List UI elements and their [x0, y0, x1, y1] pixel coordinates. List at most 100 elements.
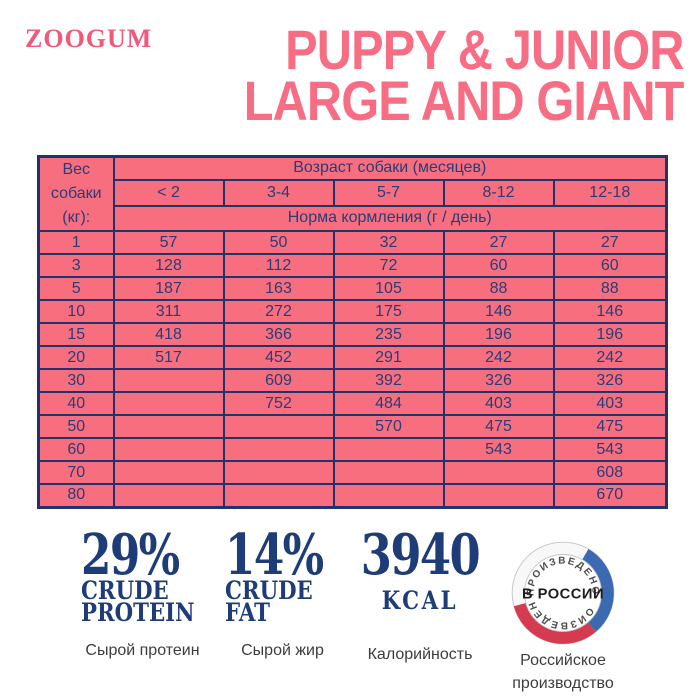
value-cell [442, 460, 555, 485]
product-title-line2: LARGE AND GIANT [244, 69, 685, 132]
weight-cell: 5 [37, 276, 115, 301]
table-row: 50 570 475 475 [37, 414, 668, 439]
age-col-header: < 2 [112, 178, 225, 207]
value-cell: 326 [552, 368, 668, 393]
fat-caption-line1: CRUDE [224, 576, 313, 605]
badge-center-text: В РОССИИ [522, 587, 604, 603]
weight-cell: 3 [37, 253, 115, 278]
value-cell: 146 [552, 299, 668, 324]
made-in-russia-badge-icon: ПРОИЗВЕДЕНО ПРОИЗВЕДЕНО В РОССИИ [506, 536, 615, 645]
value-cell: 609 [222, 368, 335, 393]
weight-cell: 60 [37, 437, 115, 462]
origin-label-line2: производство [512, 675, 614, 692]
value-cell: 291 [332, 345, 445, 370]
badge-red-arc [513, 602, 596, 644]
value-cell: 27 [552, 230, 668, 255]
value-cell: 517 [112, 345, 225, 370]
table-header-row-age-columns: < 2 3-4 5-7 8-12 12-18 [39, 178, 668, 207]
table-header-row-age-title: Вес собаки (кг): Возраст собаки (месяцев… [37, 155, 668, 232]
norm-header-cell: Норма кормления (г / день) [112, 204, 668, 233]
value-cell: 272 [222, 299, 335, 324]
weight-cell: 40 [37, 391, 115, 416]
fat-caption-line2: FAT [224, 598, 270, 627]
value-cell: 72 [332, 253, 445, 278]
age-col-header: 3-4 [222, 178, 335, 207]
value-cell [112, 483, 225, 508]
value-cell: 105 [332, 276, 445, 301]
product-title-line1: PUPPY & JUNIOR [285, 18, 685, 81]
table-row: 30 609 392 326 326 [37, 368, 668, 393]
value-cell: 175 [332, 299, 445, 324]
weight-cell: 1 [37, 230, 115, 255]
value-cell: 570 [332, 414, 445, 439]
value-cell: 311 [112, 299, 225, 324]
value-cell: 32 [332, 230, 445, 255]
table-row: 20 517 452 291 242 242 [37, 345, 668, 370]
value-cell [112, 414, 225, 439]
value-cell: 475 [552, 414, 668, 439]
table-row: 3 128 112 72 60 60 [37, 253, 668, 278]
table-row: 60 543 543 [37, 437, 668, 462]
weight-cell: 30 [37, 368, 115, 393]
value-cell: 326 [442, 368, 555, 393]
value-cell: 57 [112, 230, 225, 255]
value-cell: 366 [222, 322, 335, 347]
value-cell: 242 [442, 345, 555, 370]
feeding-table-body: 1 57 50 32 27 27 3 128 112 72 60 60 5 187 163 105 88 88 10… [37, 230, 668, 508]
stat-fat-figures: 14% CRUDE FAT [215, 522, 350, 627]
badge-blue-arc [581, 548, 614, 632]
value-cell: 543 [442, 437, 555, 462]
value-cell [222, 483, 335, 508]
weight-cell: 70 [37, 460, 115, 485]
value-cell [332, 437, 445, 462]
stat-protein: 29% CRUDE PROTEIN Сырой протеин [60, 527, 225, 662]
value-cell [332, 460, 445, 485]
value-cell: 403 [442, 391, 555, 416]
age-col-header: 5-7 [332, 178, 445, 207]
value-cell: 235 [332, 322, 445, 347]
value-cell: 484 [332, 391, 445, 416]
age-col-header: 12-18 [552, 178, 668, 207]
age-col-header: 8-12 [442, 178, 555, 207]
weight-cell: 10 [37, 299, 115, 324]
value-cell: 112 [222, 253, 335, 278]
value-cell: 187 [112, 276, 225, 301]
value-cell: 88 [552, 276, 668, 301]
fat-percent: 14% [224, 522, 324, 588]
brand-logo: ZOOGUM [25, 24, 153, 53]
feeding-table: Вес собаки (кг): Возраст собаки (месяцев… [37, 155, 669, 509]
table-row: 5 187 163 105 88 88 [37, 276, 668, 301]
value-cell [112, 437, 225, 462]
value-cell: 608 [552, 460, 668, 485]
value-cell: 128 [112, 253, 225, 278]
table-row: 15 418 366 235 196 196 [37, 322, 668, 347]
table-row: 10 311 272 175 146 146 [37, 299, 668, 324]
value-cell: 752 [222, 391, 335, 416]
value-cell: 543 [552, 437, 668, 462]
origin-label-line1: Российское [520, 652, 606, 669]
age-header-cell: Возраст собаки (месяцев) [112, 155, 668, 181]
table-header-row-norm: Норма кормления (г / день) [39, 204, 668, 233]
protein-caption-line1: CRUDE [80, 576, 169, 605]
stat-kcal: 3940 KCAL Калорийность [350, 527, 490, 666]
value-cell [222, 460, 335, 485]
protein-caption-line2: PROTEIN [80, 598, 195, 627]
value-cell: 392 [332, 368, 445, 393]
kcal-caption: KCAL [381, 586, 459, 615]
kcal-label-ru: Калорийность [367, 646, 473, 663]
value-cell: 196 [442, 322, 555, 347]
fat-label-ru: Сырой жир [241, 642, 324, 659]
value-cell [222, 437, 335, 462]
value-cell: 242 [552, 345, 668, 370]
value-cell: 50 [222, 230, 335, 255]
table-row: 70 608 [37, 460, 668, 485]
value-cell: 403 [552, 391, 668, 416]
weight-header-cell: Вес собаки (кг): [37, 155, 115, 232]
value-cell: 27 [442, 230, 555, 255]
value-cell [222, 414, 335, 439]
value-cell [112, 460, 225, 485]
weight-cell: 15 [37, 322, 115, 347]
value-cell: 452 [222, 345, 335, 370]
stat-kcal-figures: 3940 KCAL [346, 527, 494, 615]
stat-fat: 14% CRUDE FAT Сырой жир [215, 522, 350, 662]
